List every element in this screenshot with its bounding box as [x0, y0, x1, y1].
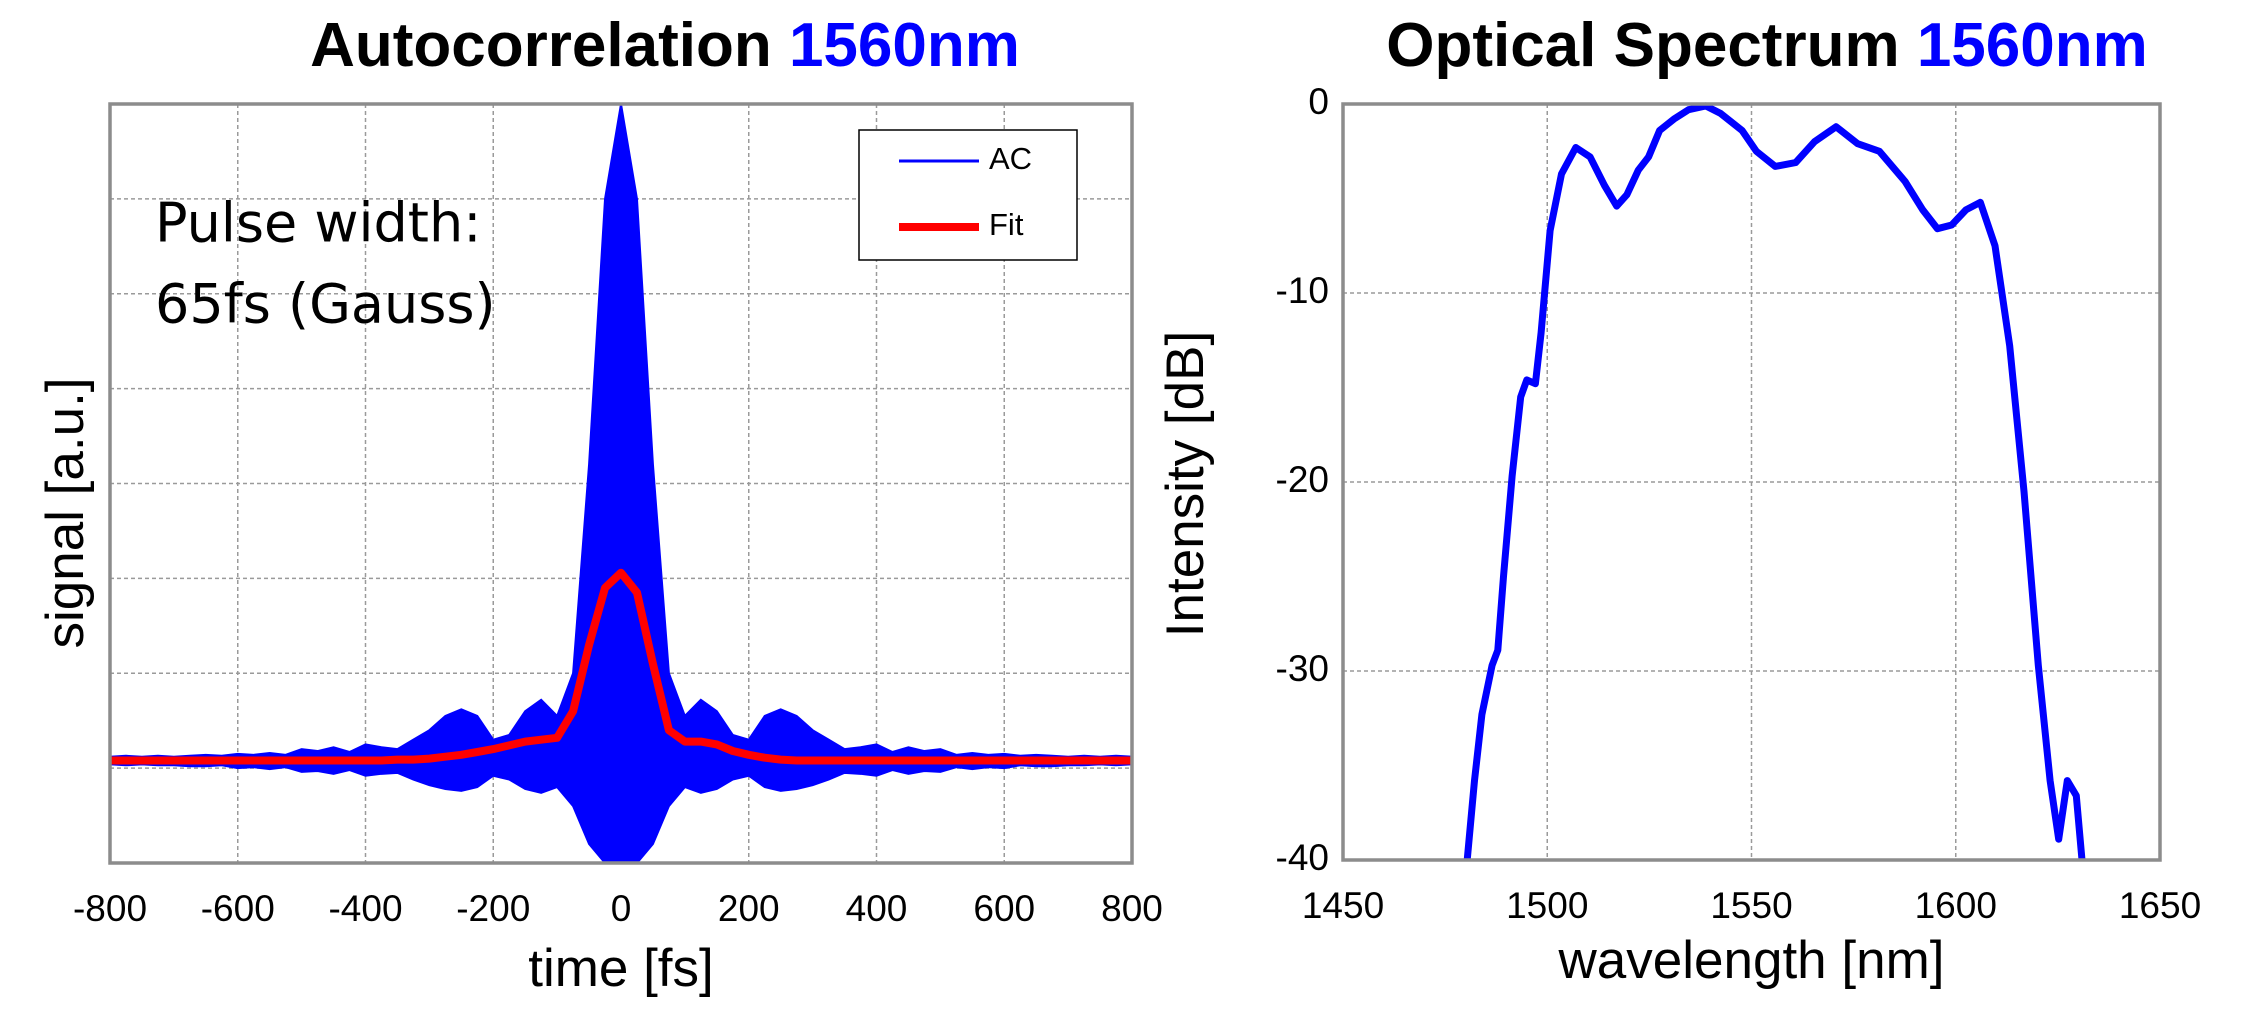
legend-label: AC — [989, 141, 1032, 176]
y-tick-label: -10 — [1276, 270, 1329, 311]
title-suffix: 1560nm — [789, 11, 1020, 80]
x-tick-label: 1450 — [1302, 885, 1384, 926]
x-axis-label: wavelength [nm] — [1558, 931, 1945, 990]
spectrum-line — [1463, 102, 2086, 861]
x-tick-label: 1500 — [1506, 885, 1588, 926]
x-tick-label: 400 — [846, 888, 908, 929]
legend-box — [858, 129, 1078, 261]
plot-frame — [108, 102, 1134, 865]
title-main: Autocorrelation — [310, 11, 772, 80]
x-tick-label: 200 — [718, 888, 780, 929]
y-tick-label: -20 — [1276, 459, 1329, 500]
chart-title: Optical Spectrum 1560nm — [1386, 11, 2148, 80]
fit-line — [110, 568, 1132, 765]
y-tick-label: -40 — [1276, 837, 1329, 878]
x-tick-label: 1600 — [1915, 885, 1997, 926]
y-axis-label: signal [a.u.] — [36, 377, 95, 648]
y-axis-label: Intensity [dB] — [1156, 331, 1215, 637]
plot-frame — [1341, 102, 2162, 862]
legend-label: Fit — [989, 207, 1024, 242]
x-tick-label: 0 — [611, 888, 632, 929]
x-axis-label: time [fs] — [528, 939, 714, 998]
x-tick-label: -800 — [73, 888, 147, 929]
x-tick-label: -600 — [201, 888, 275, 929]
x-tick-label: 1550 — [1710, 885, 1792, 926]
y-tick-label: -30 — [1276, 648, 1329, 689]
title-suffix: 1560nm — [1917, 11, 2148, 80]
title-main: Optical Spectrum — [1386, 11, 1899, 80]
annotation: 65fs (Gauss) — [155, 273, 496, 336]
chart-title: Autocorrelation 1560nm — [310, 11, 1020, 80]
annotation: Pulse width: — [155, 192, 481, 255]
y-tick-label: 0 — [1308, 81, 1329, 122]
x-tick-label: -400 — [328, 888, 402, 929]
x-tick-label: 1650 — [2119, 885, 2201, 926]
x-tick-label: 800 — [1101, 888, 1163, 929]
x-tick-label: -200 — [456, 888, 530, 929]
x-tick-label: 600 — [973, 888, 1035, 929]
